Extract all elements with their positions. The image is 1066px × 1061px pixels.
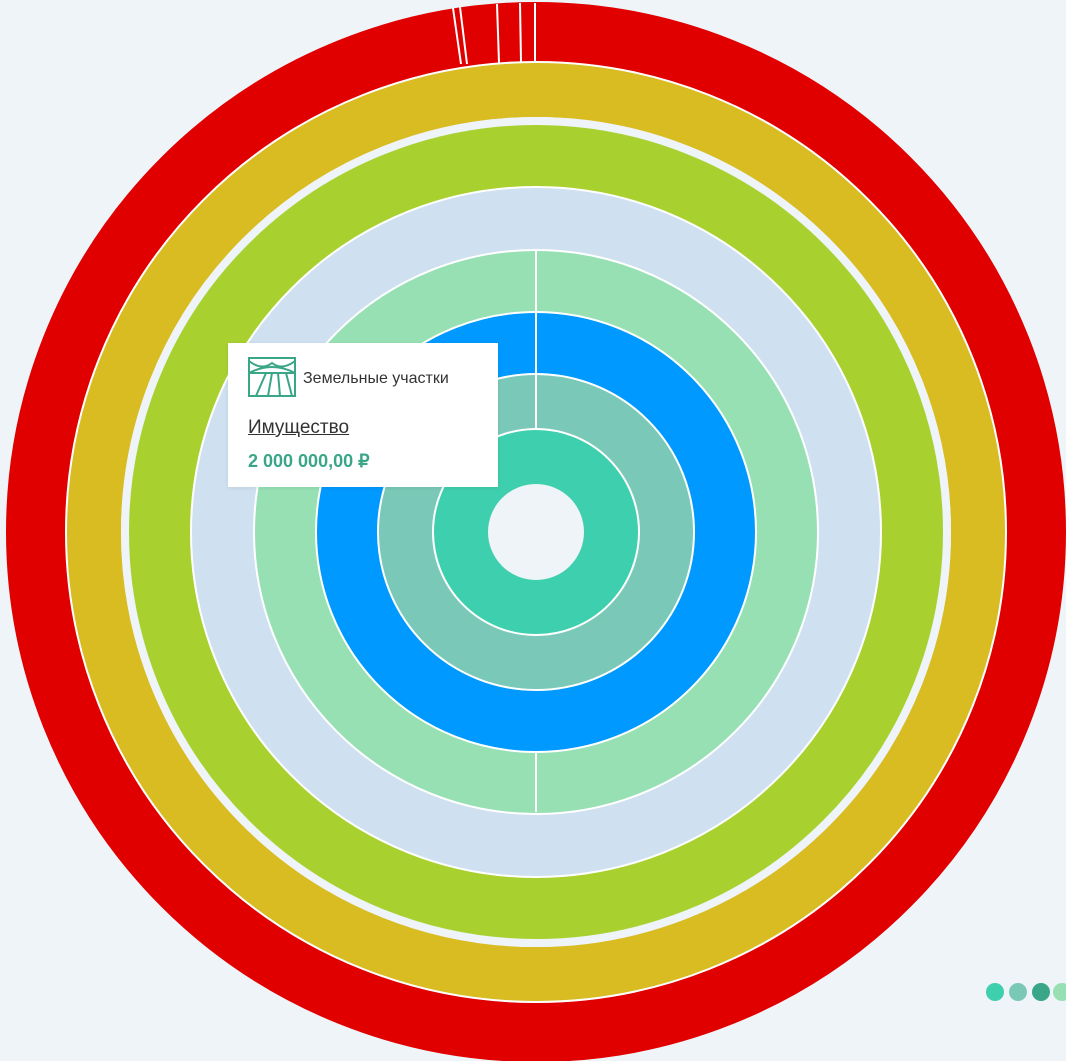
ring-lightblue[interactable] xyxy=(191,187,881,877)
segment-separator xyxy=(519,2,522,63)
tooltip: Земельные участки Имущество 2 000 000,00… xyxy=(228,343,498,487)
ring-green[interactable] xyxy=(129,125,943,939)
ring-gap xyxy=(121,117,951,947)
pager-dot[interactable] xyxy=(1032,983,1050,1001)
pager-dot[interactable] xyxy=(986,983,1004,1001)
ring-separators xyxy=(65,2,1007,1003)
ring-teal[interactable] xyxy=(433,429,639,635)
pager-dots xyxy=(986,983,1066,1001)
ring-gold[interactable] xyxy=(66,62,1006,1002)
land-icon xyxy=(248,357,296,397)
segment-separator xyxy=(452,7,462,65)
segment-separator xyxy=(459,6,468,65)
tooltip-link[interactable]: Имущество xyxy=(248,417,350,438)
tooltip-category: Земельные участки xyxy=(303,370,449,387)
pager-dot[interactable] xyxy=(1053,983,1066,1001)
segment-separator xyxy=(496,3,500,64)
separator xyxy=(190,186,882,878)
tooltip-amount: 2 000 000,00 ₽ xyxy=(248,451,370,471)
center-hole xyxy=(489,485,583,579)
pager-dot[interactable] xyxy=(1009,983,1027,1001)
